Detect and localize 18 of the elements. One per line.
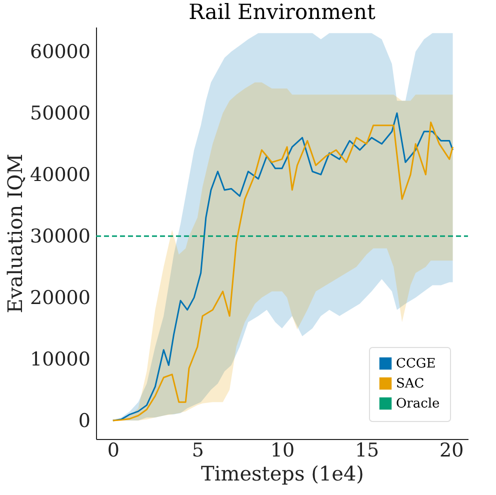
x-axis-title: Timesteps (1e4) bbox=[201, 462, 364, 486]
y-tick-label: 30000 bbox=[30, 226, 90, 248]
x-tick-label: 0 bbox=[107, 440, 120, 462]
x-tick-label: 5 bbox=[192, 440, 204, 462]
x-tick-label: 10 bbox=[270, 440, 295, 462]
y-tick-label: 60000 bbox=[30, 41, 90, 64]
chart-title: Rail Environment bbox=[188, 0, 376, 24]
legend-label: Oracle bbox=[396, 396, 440, 412]
x-tick-label: 20 bbox=[439, 440, 464, 462]
y-tick-label: 0 bbox=[78, 410, 90, 432]
y-tick-label: 10000 bbox=[30, 348, 90, 371]
y-tick-label: 20000 bbox=[30, 287, 90, 310]
x-tick-label: 15 bbox=[354, 440, 380, 462]
y-axis-title: Evaluation IQM bbox=[3, 154, 28, 314]
y-tick-label: 40000 bbox=[30, 164, 90, 186]
legend-label: SAC bbox=[396, 376, 424, 392]
y-tick-label: 50000 bbox=[30, 102, 90, 125]
legend-label: CCGE bbox=[396, 356, 436, 372]
